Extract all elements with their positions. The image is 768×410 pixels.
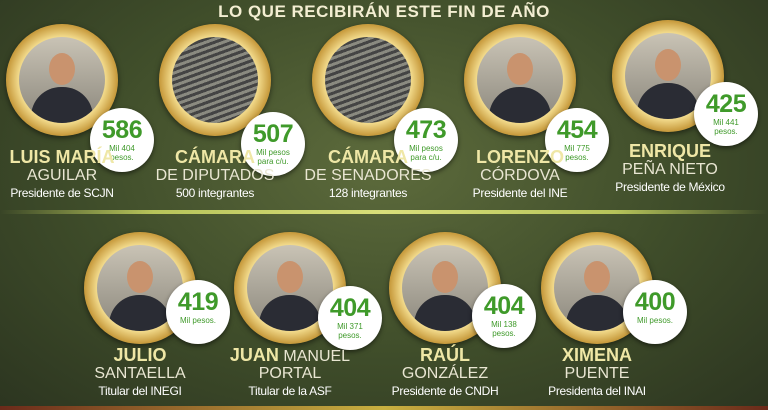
amount: 419 <box>177 288 219 316</box>
amount-detail: Mil 404 pesos. <box>109 144 135 162</box>
name-first: CÁMARA <box>328 147 408 167</box>
photo-frame <box>159 24 271 136</box>
person-label: ENRIQUE PEÑA NIETO Presidente de México <box>590 142 750 193</box>
body-shape <box>31 87 93 123</box>
name-first: ENRIQUE <box>628 141 711 161</box>
person-label: XIMENA PUENTE Presidenta del INAI <box>517 346 677 397</box>
amount-bubble: 507 Mil pesos para c/u. <box>241 112 305 176</box>
photo-frame <box>312 24 424 136</box>
amount: 473 <box>405 116 447 144</box>
role: Titular de la ASF <box>248 384 332 398</box>
amount: 400 <box>634 288 676 316</box>
amount-detail: Mil 138 pesos. <box>491 320 517 338</box>
name-last: AGUILAR <box>26 167 98 184</box>
photo-frame <box>234 232 346 344</box>
person-label: RAÚL GONZÁLEZ Presidente de CNDH <box>365 346 525 397</box>
name-last: PEÑA NIETO <box>622 161 718 178</box>
amount-detail: Mil pesos. <box>636 316 673 325</box>
name-last: CÓRDOVA <box>480 167 560 184</box>
chamber-photo <box>172 37 258 123</box>
headline: LO QUE RECIBIRÁN ESTE FIN DE AÑO <box>218 2 550 21</box>
role: 128 integrantes <box>328 186 408 200</box>
role: Presidente de SCJN <box>10 186 114 200</box>
portrait-photo <box>554 245 640 331</box>
portrait-photo <box>97 245 183 331</box>
amount-bubble: 404 Mil 371 pesos. <box>318 286 382 350</box>
head-shape <box>655 49 681 81</box>
amount-bubble: 400 Mil pesos. <box>623 280 687 344</box>
name-last-2: PORTAL <box>258 365 322 382</box>
name-first: CÁMARA <box>175 147 255 167</box>
role: Presidente de México <box>615 180 725 194</box>
head-shape <box>127 261 153 293</box>
amount: 454 <box>556 116 598 144</box>
head-shape <box>49 53 75 85</box>
photo-frame <box>6 24 118 136</box>
name-first: LORENZO <box>476 147 564 167</box>
name-first: JULIO <box>113 345 167 365</box>
row-divider <box>0 210 768 214</box>
body-shape <box>414 295 476 331</box>
person-label: JUAN MANUEL PORTAL Titular de la ASF <box>210 346 370 397</box>
amount-bubble: 404 Mil 138 pesos. <box>472 284 536 348</box>
amount-bubble: 425 Mil 441 pesos. <box>694 82 758 146</box>
bottom-border <box>0 406 768 410</box>
name-last: GONZÁLEZ <box>401 365 489 382</box>
role: Titular del INEGI <box>98 384 182 398</box>
amount-detail: Mil pesos para c/u. <box>256 148 290 166</box>
head-shape <box>507 53 533 85</box>
role: Presidente de CNDH <box>391 384 499 398</box>
amount: 404 <box>483 292 525 320</box>
role: Presidenta del INAI <box>548 384 646 398</box>
amount-detail: Mil 441 pesos. <box>713 118 739 136</box>
name-first: RAÚL <box>420 345 470 365</box>
person-label: LUIS MARÍA AGUILAR Presidente de SCJN <box>0 148 142 199</box>
amount-bubble: 419 Mil pesos. <box>166 280 230 344</box>
amount: 507 <box>252 120 294 148</box>
name-last: DE SENADORES <box>304 167 432 184</box>
body-shape <box>637 83 699 119</box>
name-first: LUIS MARÍA <box>9 147 115 167</box>
amount-detail: Mil 371 pesos. <box>337 322 363 340</box>
person-label: CÁMARA DE DIPUTADOS 500 integrantes <box>135 148 295 199</box>
name-last: DE DIPUTADOS <box>155 167 275 184</box>
amount-detail: Mil pesos para c/u. <box>409 144 443 162</box>
name-last: SANTAELLA <box>94 365 186 382</box>
portrait-photo <box>477 37 563 123</box>
amount-bubble: 454 Mil 775 pesos. <box>545 108 609 172</box>
person-label: JULIO SANTAELLA Titular del INEGI <box>60 346 220 397</box>
body-shape <box>259 295 321 331</box>
amount: 586 <box>101 116 143 144</box>
role: 500 integrantes <box>175 186 255 200</box>
portrait-photo <box>19 37 105 123</box>
amount-detail: Mil 775 pesos. <box>564 144 590 162</box>
amount-bubble: 586 Mil 404 pesos. <box>90 108 154 172</box>
head-shape <box>584 261 610 293</box>
name-first: XIMENA <box>561 345 632 365</box>
chamber-photo <box>325 37 411 123</box>
amount-detail: Mil pesos. <box>179 316 216 325</box>
role: Presidente del INE <box>472 186 568 200</box>
head-shape <box>432 261 458 293</box>
name-last: PUENTE <box>564 365 630 382</box>
amount: 404 <box>329 294 371 322</box>
name-first: JUAN <box>229 345 279 365</box>
person-label: CÁMARA DE SENADORES 128 integrantes <box>288 148 448 199</box>
portrait-photo <box>247 245 333 331</box>
amount-bubble: 473 Mil pesos para c/u. <box>394 108 458 172</box>
body-shape <box>109 295 171 331</box>
name-last: MANUEL <box>283 348 351 365</box>
body-shape <box>566 295 628 331</box>
amount: 425 <box>705 90 747 118</box>
head-shape <box>277 261 303 293</box>
body-shape <box>489 87 551 123</box>
person-label: LORENZO CÓRDOVA Presidente del INE <box>440 148 600 199</box>
